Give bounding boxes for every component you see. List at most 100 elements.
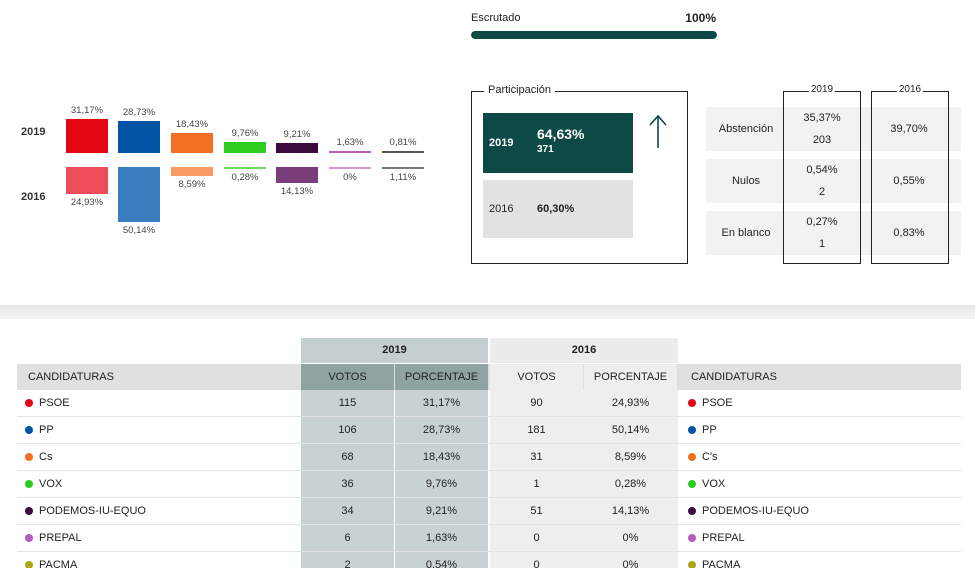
- participacion-2016-card: 2016 60,30%: [483, 180, 633, 238]
- votos-2016: 0: [533, 532, 540, 544]
- pct-2019: 0,54%: [425, 559, 458, 568]
- bar-2019-vox: [224, 142, 266, 153]
- participacion-2019-pct: 64,63%: [537, 126, 585, 142]
- votos-2016: 31: [530, 451, 543, 463]
- results-header-2016: 2016: [490, 338, 678, 363]
- pct-2016: 14,13%: [611, 505, 650, 517]
- pct-2019: 1,63%: [425, 532, 458, 544]
- abstencion-row-label: Nulos: [731, 175, 761, 187]
- results-header-2019: 2019: [301, 338, 488, 363]
- col-bg-2016: [490, 364, 678, 568]
- party-name-text: PODEMOS-IU-EQUO: [39, 505, 146, 517]
- party-name-text: VOX: [702, 478, 726, 490]
- party-color-dot: [25, 399, 33, 407]
- vote-share-chart: 2019 2016 31,17% 24,93% 28,73% 50,14% 18,43%…: [0, 100, 440, 240]
- votos-2019: 6: [344, 532, 351, 544]
- bar-label-2019-psoe: 31,17%: [70, 104, 104, 116]
- abstencion-2016-pct: 0,83%: [893, 227, 925, 239]
- participacion-2016-year: 2016: [489, 203, 514, 215]
- party-name-2019: PP: [25, 424, 54, 436]
- votos-2016: 181: [527, 424, 546, 436]
- party-color-dot: [25, 480, 33, 488]
- row-separator: [17, 470, 961, 471]
- abstencion-2016-header: 2016: [896, 84, 924, 95]
- party-name-text: PACMA: [702, 559, 741, 568]
- party-color-dot: [688, 426, 696, 434]
- bar-2019-pp: [118, 121, 160, 153]
- abstencion-2019-pct: 0,27%: [806, 216, 838, 228]
- party-name-text: PREPAL: [702, 532, 745, 544]
- party-color-dot: [688, 534, 696, 542]
- party-name-2016: C's: [688, 451, 718, 463]
- votos-2016: 51: [530, 505, 543, 517]
- party-name-2019: PACMA: [25, 559, 77, 568]
- party-color-dot: [25, 561, 33, 568]
- abstencion-2019-count: 1: [818, 238, 826, 250]
- party-name-text: PP: [39, 424, 54, 436]
- participacion-2019-year: 2019: [489, 137, 514, 149]
- escrutado-progress-bar: [471, 31, 717, 39]
- results-table: 2019 2016 CANDIDATURAS VOTOS PORCENTAJE …: [0, 319, 975, 568]
- abstencion-2016-frame: 2016: [871, 84, 949, 264]
- col-head-votos-2016: VOTOS: [490, 364, 583, 390]
- bar-label-2019-vox: 9,76%: [231, 128, 259, 140]
- party-name-2019: PODEMOS-IU-EQUO: [25, 505, 146, 517]
- pct-2019: 9,21%: [425, 505, 458, 517]
- escrutado-value: 100%: [685, 11, 716, 25]
- votos-2019: 115: [338, 397, 357, 409]
- bar-label-2019-pp: 28,73%: [122, 107, 156, 119]
- row-separator: [17, 416, 961, 417]
- bar-label-2016-pacma: 1,11%: [389, 172, 417, 183]
- abstencion-2019-count: 2: [818, 186, 826, 198]
- abstencion-row: En blanco 0,27% 1 0,83%: [706, 211, 961, 255]
- party-color-dot: [25, 534, 33, 542]
- abstencion-row: Nulos 0,54% 2 0,55%: [706, 159, 961, 203]
- party-name-text: PSOE: [39, 397, 70, 409]
- party-name-text: VOX: [39, 478, 63, 490]
- party-color-dot: [688, 453, 696, 461]
- participacion-2019-card: 2019 64,63% 371: [483, 113, 633, 173]
- party-color-dot: [25, 453, 33, 461]
- abstencion-2019-header: 2019: [808, 84, 836, 95]
- bar-label-2016-cs: 8,59%: [178, 179, 206, 191]
- participacion-2016-pct: 60,30%: [537, 203, 575, 215]
- col-head-candidaturas-2016: CANDIDATURAS: [691, 371, 777, 383]
- section-divider: [0, 305, 975, 319]
- party-name-2019: PREPAL: [25, 532, 82, 544]
- col-head-pct-2019: PORCENTAJE: [395, 364, 488, 390]
- bar-label-2016-podemos-iu-equo: 14,13%: [280, 185, 314, 197]
- party-name-text: PODEMOS-IU-EQUO: [702, 505, 809, 517]
- escrutado-label: Escrutado: [471, 12, 521, 24]
- party-name-2016: PSOE: [688, 397, 733, 409]
- votos-2019: 36: [341, 478, 354, 490]
- bar-2016-pp: [118, 167, 160, 223]
- party-name-2019: PSOE: [25, 397, 70, 409]
- bar-2016-psoe: [66, 167, 108, 195]
- abstencion-2016-pct: 39,70%: [890, 123, 928, 135]
- pct-2019: 28,73%: [422, 424, 461, 436]
- row-separator: [17, 551, 961, 552]
- party-name-2016: VOX: [688, 478, 725, 490]
- party-name-2016: PP: [688, 424, 717, 436]
- bar-label-2019-prepal: 1,63%: [336, 137, 364, 148]
- party-name-2016: PACMA: [688, 559, 740, 568]
- votos-2019: 2: [344, 559, 351, 568]
- bar-2019-psoe: [66, 118, 108, 153]
- bar-2016-podemos-iu-equo: [276, 167, 318, 183]
- bar-2019-podemos-iu-equo: [276, 142, 318, 153]
- col-bg-pct-2019: [395, 364, 488, 568]
- pct-2016: 8,59%: [614, 451, 647, 463]
- row-separator: [17, 443, 961, 444]
- party-color-dot: [25, 507, 33, 515]
- bar-label-2019-pacma: 0,81%: [389, 137, 417, 148]
- party-name-text: PREPAL: [39, 532, 82, 544]
- bar-2016-vox: [224, 167, 266, 169]
- votos-2019: 34: [341, 505, 354, 517]
- col-bg-votos-2019: [301, 364, 394, 568]
- votos-2019: 106: [338, 424, 357, 436]
- pct-2016: 50,14%: [611, 424, 650, 436]
- bar-2016-prepal: [329, 167, 371, 169]
- party-name-2016: PREPAL: [688, 532, 745, 544]
- results-column-headers: CANDIDATURAS VOTOS PORCENTAJE VOTOS PORC…: [17, 364, 961, 390]
- party-name-text: Cs: [39, 451, 53, 463]
